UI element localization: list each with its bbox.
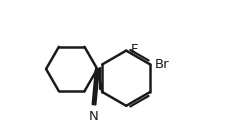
Text: N: N <box>89 110 99 123</box>
Text: Br: Br <box>155 58 170 71</box>
Text: F: F <box>131 43 139 56</box>
